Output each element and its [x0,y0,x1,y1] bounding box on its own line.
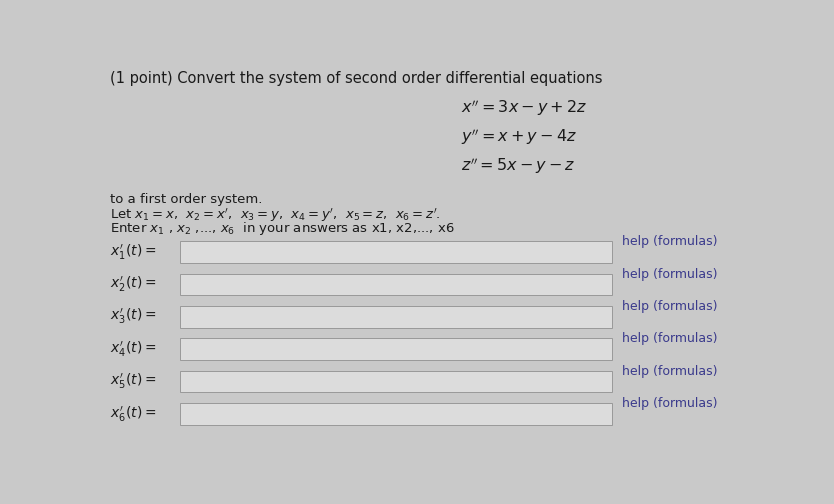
Text: $x_1'(t) =$: $x_1'(t) =$ [110,242,157,262]
Text: $y'' = x + y - 4z$: $y'' = x + y - 4z$ [460,127,576,147]
FancyBboxPatch shape [180,339,612,360]
Text: $x_5'(t) =$: $x_5'(t) =$ [110,372,157,391]
FancyBboxPatch shape [180,403,612,425]
Text: help (formulas): help (formulas) [622,332,717,345]
FancyBboxPatch shape [180,371,612,392]
Text: $x'' = 3x - y + 2z$: $x'' = 3x - y + 2z$ [460,97,587,118]
Text: to a first order system.: to a first order system. [110,193,263,206]
Text: $x_6'(t) =$: $x_6'(t) =$ [110,404,157,423]
Text: $x_3'(t) =$: $x_3'(t) =$ [110,307,157,327]
FancyBboxPatch shape [180,274,612,295]
Text: help (formulas): help (formulas) [622,397,717,410]
FancyBboxPatch shape [180,306,612,328]
Text: help (formulas): help (formulas) [622,235,717,248]
Text: (1 point) Convert the system of second order differential equations: (1 point) Convert the system of second o… [110,71,603,86]
Text: $x_2'(t) =$: $x_2'(t) =$ [110,275,157,294]
Text: help (formulas): help (formulas) [622,300,717,313]
Text: $x_4'(t) =$: $x_4'(t) =$ [110,340,157,359]
Text: help (formulas): help (formulas) [622,364,717,377]
Text: help (formulas): help (formulas) [622,268,717,281]
FancyBboxPatch shape [180,241,612,263]
Text: Let $x_1 = x$,  $x_2 = x'$,  $x_3 = y$,  $x_4 = y'$,  $x_5 = z$,  $x_6 = z'$.: Let $x_1 = x$, $x_2 = x'$, $x_3 = y$, $x… [110,206,441,223]
Text: Enter $x_1$ , $x_2$ ,..., $x_6$  in your answers as x1, x2,..., x6: Enter $x_1$ , $x_2$ ,..., $x_6$ in your … [110,220,455,237]
Text: $z'' = 5x - y - z$: $z'' = 5x - y - z$ [460,156,575,176]
